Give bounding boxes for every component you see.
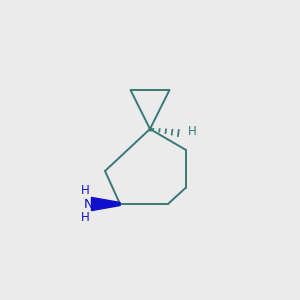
Text: N: N xyxy=(84,197,93,211)
Text: H: H xyxy=(81,184,90,197)
Polygon shape xyxy=(92,197,120,211)
Text: H: H xyxy=(188,125,197,139)
Text: H: H xyxy=(81,211,90,224)
